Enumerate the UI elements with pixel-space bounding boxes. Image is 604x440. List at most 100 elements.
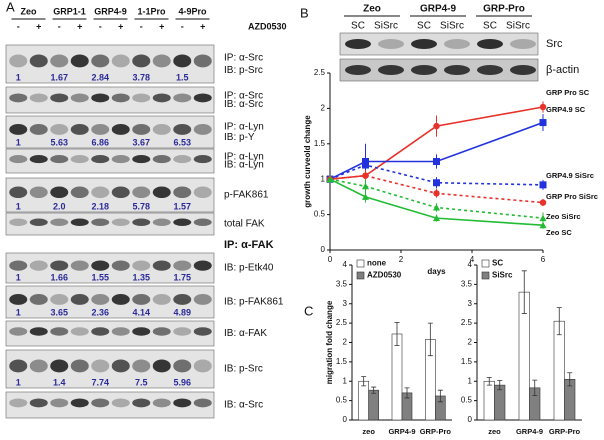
y-axis-label: growth curveold change [303, 115, 312, 208]
band [29, 359, 48, 373]
series-label: GRP4.9 SC [546, 105, 586, 114]
band [173, 294, 192, 305]
marker [539, 221, 547, 229]
lane-label: SiSrc [374, 21, 398, 32]
y-tick-label: 2 [321, 104, 326, 113]
band [29, 327, 48, 336]
error-bar [394, 321, 400, 346]
row-label: β-actin [546, 64, 579, 76]
marker [433, 179, 440, 187]
band [152, 124, 171, 135]
treatment-sign: - [99, 21, 102, 31]
lane-label: GRP1-1 [53, 6, 86, 16]
band [29, 186, 48, 199]
quantification: 5.78 [132, 201, 150, 211]
lane-label: GRP4-9 [94, 6, 127, 16]
lane-label: SiSrc [440, 21, 464, 32]
error-bar [486, 376, 492, 386]
series-line [329, 178, 544, 227]
band [193, 398, 212, 408]
band [50, 359, 69, 373]
error-bar [404, 387, 410, 399]
band [111, 155, 130, 164]
blot-label: IB: p-Y [224, 132, 255, 143]
band [411, 39, 437, 49]
band [9, 260, 28, 271]
quantification: 1.75 [173, 272, 191, 282]
band [70, 398, 89, 408]
band [50, 260, 69, 271]
treatment-sign: + [159, 21, 164, 31]
band [111, 398, 130, 408]
band [152, 398, 171, 408]
treatment-sign: + [200, 21, 205, 31]
blot [339, 32, 539, 56]
marker [362, 161, 369, 169]
x-tick-label: GRP-Pro [420, 427, 452, 436]
band [91, 186, 110, 199]
band [193, 359, 212, 373]
band [70, 294, 89, 305]
band [345, 65, 371, 75]
band [29, 398, 48, 408]
band [111, 93, 130, 103]
quantification: 3.65 [50, 307, 68, 317]
lane-label: SC [417, 21, 431, 32]
legend-label: SiSrc [492, 271, 513, 280]
marker [433, 122, 440, 130]
lane-label: SiSrc [506, 21, 530, 32]
band [132, 327, 151, 336]
band [50, 294, 69, 305]
drug-label: AZD0530 [248, 21, 287, 31]
marker [433, 214, 440, 222]
band [111, 218, 130, 226]
band [173, 218, 192, 226]
quantification: 2.84 [91, 72, 109, 82]
band [50, 327, 69, 336]
y-tick-label: 0.5 [314, 210, 326, 219]
band [173, 93, 192, 103]
band [173, 359, 192, 373]
band [132, 186, 151, 199]
treatment-sign: + [118, 21, 123, 31]
band [152, 327, 171, 336]
band [111, 260, 130, 271]
band [132, 260, 151, 271]
band [70, 260, 89, 271]
band [132, 218, 151, 226]
band [193, 54, 212, 68]
quantification: 1 [16, 307, 21, 317]
band [50, 398, 69, 408]
band [91, 359, 110, 373]
y-tick-label: 0 [468, 415, 473, 424]
blot [5, 252, 215, 284]
y-tick-label: 0.5 [461, 396, 473, 405]
band [111, 54, 130, 68]
quantification: 1.57 [173, 201, 191, 211]
quantification: 1.5 [176, 72, 189, 82]
y-tick-label: 2 [343, 338, 348, 347]
band [91, 294, 110, 305]
lane-label: 4-9Pro [178, 6, 207, 16]
band [193, 218, 212, 226]
blot [5, 212, 215, 236]
blot-label: IB: p-Etk40 [224, 263, 274, 274]
blot-label: p-FAK861 [224, 190, 269, 201]
lane-label: SC [351, 21, 365, 32]
band [173, 124, 192, 135]
marker [539, 119, 547, 127]
marker [433, 158, 440, 165]
band [9, 124, 28, 135]
y-tick-label: 3 [468, 299, 473, 308]
marker [433, 204, 440, 211]
y-tick-label: 1.5 [336, 357, 348, 366]
x-tick-label: zeo [362, 427, 375, 436]
marker [433, 190, 440, 197]
band [91, 155, 110, 164]
band [50, 54, 69, 68]
y-tick-label: 0.5 [336, 396, 348, 405]
band [132, 54, 151, 68]
blot-label: IP: α-Src [224, 90, 263, 101]
band [9, 359, 28, 373]
